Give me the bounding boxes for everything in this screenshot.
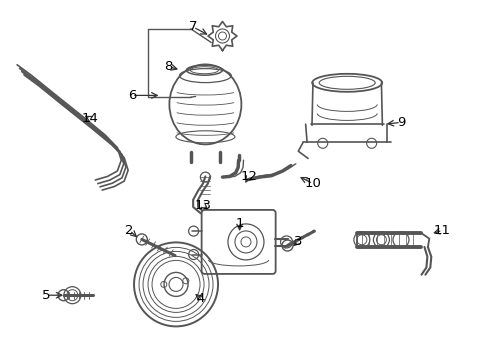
Text: 11: 11 [433,224,450,237]
Text: 6: 6 [127,89,136,102]
Text: 9: 9 [396,116,405,129]
Text: 4: 4 [196,292,204,305]
Text: 2: 2 [125,224,134,237]
FancyBboxPatch shape [201,210,275,274]
Text: 8: 8 [164,60,173,73]
Text: 3: 3 [293,235,302,248]
Text: 14: 14 [82,112,99,125]
Text: 12: 12 [241,170,257,183]
Text: 10: 10 [304,177,321,190]
Text: 7: 7 [188,21,197,33]
Text: 1: 1 [235,217,244,230]
Text: 5: 5 [42,289,51,302]
Text: 13: 13 [194,199,211,212]
